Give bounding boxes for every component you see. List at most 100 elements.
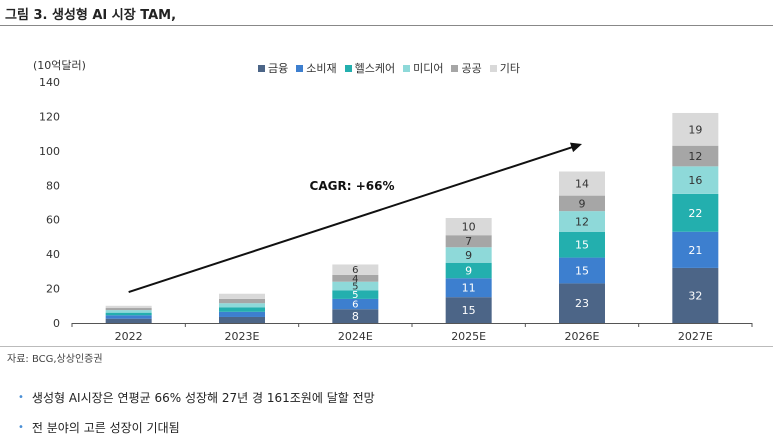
legend-swatch-consumer [296, 64, 304, 72]
bar-segment [105, 318, 152, 323]
bar-segment [332, 281, 379, 291]
bar-segment [332, 290, 379, 299]
bullet-text: 전 분야의 고른 성장이 기대됨 [31, 421, 180, 435]
bar-segment [672, 166, 719, 194]
y-tick-label: 140 [39, 76, 60, 89]
bar-value-label: 15 [462, 304, 476, 317]
bar-segment [559, 171, 605, 196]
legend-item-finance: 금융 [258, 60, 288, 76]
bar-value-label: 6 [352, 265, 358, 276]
source-divider [0, 346, 773, 347]
bar-segment [672, 267, 719, 323]
x-tick-label: 2027E [678, 330, 713, 343]
bar-value-label: 14 [575, 178, 589, 191]
y-tick-label: 0 [53, 317, 60, 330]
x-tick-label: 2023E [225, 330, 260, 343]
legend-label-finance: 금융 [268, 62, 289, 75]
legend-item-public: 공공 [451, 60, 482, 76]
bar-value-label: 10 [462, 221, 476, 234]
bar-value-label: 9 [465, 264, 472, 277]
bar-segment [105, 310, 152, 313]
legend-label-media: 미디어 [413, 62, 444, 75]
bar-segment [332, 264, 379, 275]
bar-segment [219, 303, 265, 308]
y-tick-label: 120 [39, 110, 60, 123]
bar-segment [105, 305, 152, 309]
bar-segment [105, 308, 152, 311]
bar-value-label: 19 [688, 123, 702, 136]
bar-value-label: 21 [688, 244, 702, 257]
bullet-item: • 전 분야의 고른 성장이 기대됨 [18, 419, 180, 436]
bar-segment [672, 112, 719, 146]
bar-value-label: 6 [352, 300, 358, 311]
legend-label-healthcare: 헬스케어 [354, 62, 396, 75]
bullet-dot-icon: • [18, 392, 24, 403]
bar-segment [332, 274, 379, 282]
legend: 금융 소비재 헬스케어 미디어 공공 기타 [258, 60, 520, 76]
bar-segment [559, 231, 605, 258]
bullet-text: 생성형 AI시장은 연평균 66% 성장해 27년 경 161조원에 달할 전망 [31, 391, 375, 405]
bar-value-label: 15 [575, 239, 589, 252]
bar-segment [332, 309, 379, 323]
bar-segment [672, 145, 719, 167]
legend-swatch-finance [258, 64, 265, 72]
cagr-arrow-head [569, 142, 582, 153]
bar-segment [219, 293, 265, 299]
x-tick-label: 2026E [565, 330, 600, 343]
bar-segment [219, 311, 265, 317]
bar-value-label: 5 [352, 290, 358, 301]
legend-swatch-healthcare [344, 64, 352, 72]
cagr-annotation: CAGR: +66% [310, 179, 395, 193]
y-unit-label: (10억달러) [33, 59, 86, 72]
bar-value-label: 7 [465, 235, 472, 248]
bar-segment [445, 262, 492, 279]
y-tick-label: 40 [46, 248, 60, 261]
legend-item-healthcare: 헬스케어 [344, 60, 396, 76]
bar-segment [219, 316, 265, 323]
legend-item-other: 기타 [489, 60, 520, 76]
legend-swatch-media [403, 64, 411, 72]
y-tick-label: 60 [46, 214, 60, 227]
bar-value-label: 15 [575, 264, 589, 277]
legend-item-media: 미디어 [403, 60, 443, 76]
bar-value-label: 16 [688, 174, 702, 187]
bar-value-label: 12 [575, 215, 589, 228]
bar-segment [219, 307, 265, 312]
bar-segment [445, 247, 492, 263]
cagr-arrow-line [128, 145, 577, 293]
legend-label-consumer: 소비재 [306, 62, 337, 75]
legend-item-consumer: 소비재 [296, 60, 337, 76]
bar-value-label: 32 [688, 289, 702, 302]
y-tick-label: 80 [46, 179, 60, 192]
bar-segment [105, 312, 152, 316]
bullet-item: • 생성형 AI시장은 연평균 66% 성장해 27년 경 161조원에 달할 … [18, 389, 375, 406]
legend-swatch-public [451, 64, 459, 72]
bar-segment [332, 298, 379, 310]
bar-segment [445, 217, 492, 236]
bar-value-label: 4 [352, 274, 358, 285]
legend-label-public: 공공 [461, 62, 482, 75]
bar-value-label: 12 [688, 150, 702, 163]
legend-label-other: 기타 [499, 62, 520, 75]
bar-segment [559, 195, 605, 212]
bar-value-label: 23 [575, 297, 589, 310]
bar-value-label: 5 [352, 282, 358, 293]
bar-segment [559, 257, 605, 284]
x-tick-label: 2024E [338, 330, 373, 343]
bar-value-label: 8 [352, 310, 359, 323]
bar-segment [559, 211, 605, 232]
source-note: 자료: BCG,상상인증권 [7, 354, 103, 365]
bar-segment [672, 193, 719, 232]
x-tick-label: 2022 [115, 330, 143, 343]
bar-value-label: 22 [688, 207, 702, 220]
bar-value-label: 9 [579, 197, 586, 210]
bar-segment [445, 278, 492, 298]
bar-value-label: 11 [462, 282, 476, 295]
title-divider [0, 25, 773, 26]
figure-title: 그림 3. 생성형 AI 시장 TAM, [5, 8, 177, 23]
bar-value-label: 9 [465, 249, 472, 262]
y-tick-label: 20 [46, 283, 60, 296]
bar-segment [672, 231, 719, 268]
x-tick-label: 2025E [451, 330, 486, 343]
